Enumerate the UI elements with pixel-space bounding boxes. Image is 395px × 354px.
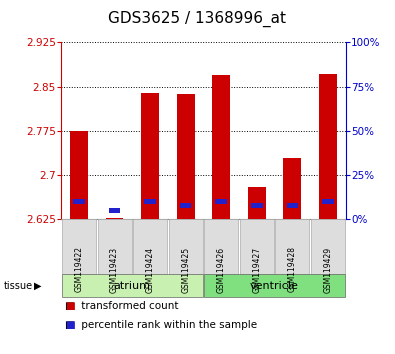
Bar (215, 199, 227, 204)
Text: ventricle: ventricle (250, 281, 299, 291)
Text: GSM119426: GSM119426 (217, 246, 226, 292)
Text: GDS3625 / 1368996_at: GDS3625 / 1368996_at (109, 11, 286, 27)
Bar (109, 208, 120, 213)
Text: ■: ■ (65, 301, 75, 311)
Text: GSM119429: GSM119429 (324, 246, 332, 292)
Bar (141, 93, 159, 219)
Bar (106, 218, 123, 219)
Bar (73, 199, 85, 204)
Bar (70, 131, 88, 219)
Bar (322, 199, 334, 204)
Bar (177, 94, 194, 219)
Text: tissue: tissue (4, 281, 33, 291)
Text: GSM119425: GSM119425 (181, 246, 190, 292)
Bar (180, 203, 192, 208)
Text: ▶: ▶ (34, 281, 41, 291)
Bar (144, 199, 156, 204)
Bar (286, 203, 298, 208)
Text: atrium: atrium (114, 281, 151, 291)
Text: GSM119423: GSM119423 (110, 246, 119, 292)
Text: ■  percentile rank within the sample: ■ percentile rank within the sample (65, 320, 257, 330)
Bar (284, 158, 301, 219)
Text: ■  transformed count: ■ transformed count (65, 301, 179, 311)
Bar (248, 187, 265, 219)
Text: GSM119427: GSM119427 (252, 246, 261, 292)
Text: ■: ■ (65, 320, 75, 330)
Text: GSM119422: GSM119422 (75, 246, 83, 292)
Bar (251, 203, 263, 208)
Bar (213, 75, 230, 219)
Text: GSM119424: GSM119424 (146, 246, 154, 292)
Bar (319, 74, 337, 219)
Text: GSM119428: GSM119428 (288, 246, 297, 292)
